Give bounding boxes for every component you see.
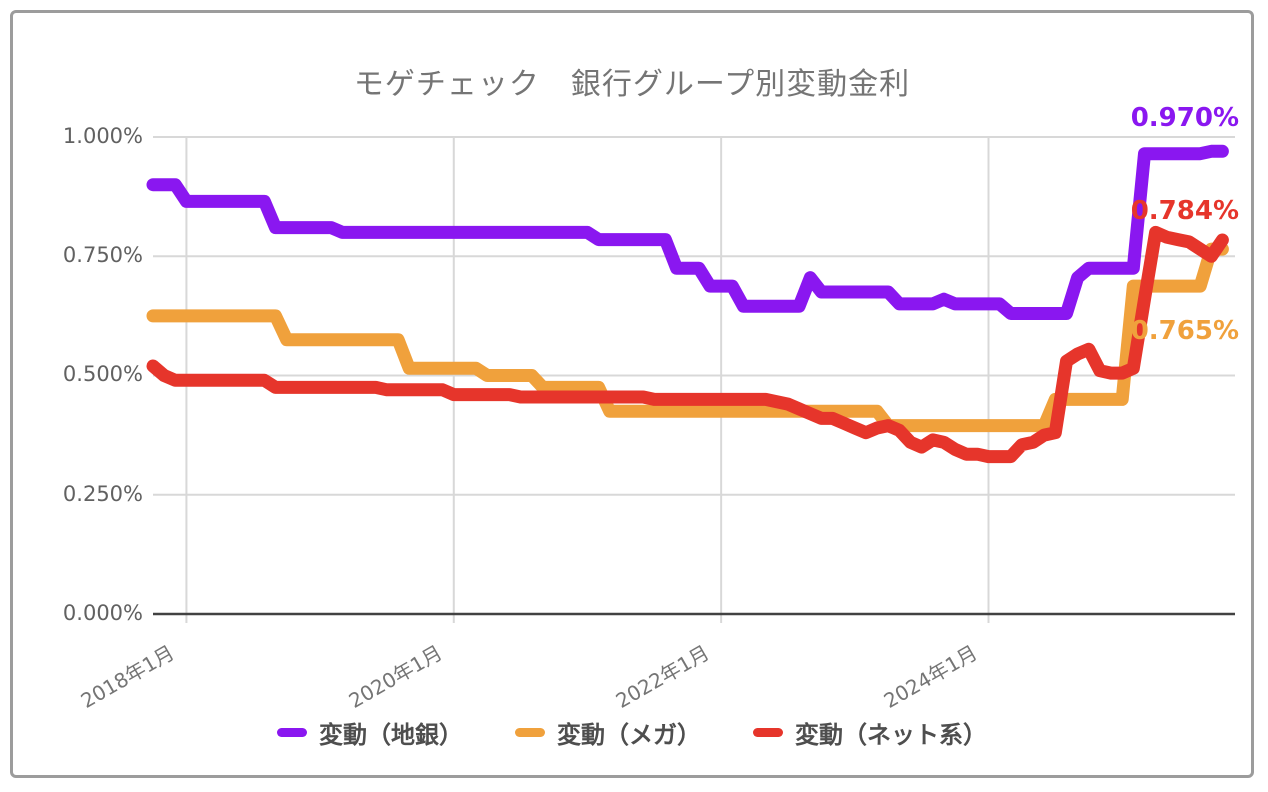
legend-swatch-icon bbox=[515, 728, 545, 737]
legend-item: 変動（メガ） bbox=[515, 715, 701, 750]
legend-label: 変動（ネット系） bbox=[795, 721, 987, 749]
legend-swatch-icon bbox=[753, 728, 783, 737]
y-axis-tick-label: 0.750% bbox=[62, 243, 143, 267]
legend-item: 変動（ネット系） bbox=[753, 715, 987, 750]
series-end-value-label: 0.784% bbox=[1130, 196, 1239, 226]
series-line-0 bbox=[146, 144, 1229, 320]
legend-item: 変動（地銀） bbox=[277, 715, 463, 750]
legend-swatch-icon bbox=[277, 728, 307, 737]
chart-card: モゲチェック 銀行グループ別変動金利 1.000% 0.750% 0.500% … bbox=[10, 10, 1254, 778]
y-axis-tick-label: 0.250% bbox=[62, 482, 143, 506]
legend-label: 変動（地銀） bbox=[319, 721, 463, 749]
legend-label: 変動（メガ） bbox=[557, 721, 701, 749]
series-line-1 bbox=[146, 242, 1229, 433]
y-axis-tick-label: 1.000% bbox=[62, 124, 143, 148]
series-end-value-label: 0.765% bbox=[1130, 316, 1239, 346]
chart-title: モゲチェック 銀行グループ別変動金利 bbox=[353, 67, 911, 102]
y-axis-tick-label: 0.500% bbox=[62, 362, 143, 386]
y-axis-tick-label: 0.000% bbox=[62, 601, 143, 625]
chart-plot-area bbox=[146, 136, 1235, 623]
series-end-value-label: 0.970% bbox=[1130, 103, 1239, 133]
series-line-2 bbox=[146, 225, 1229, 464]
chart-legend: 変動（地銀） 変動（メガ） 変動（ネット系） bbox=[13, 715, 1251, 750]
